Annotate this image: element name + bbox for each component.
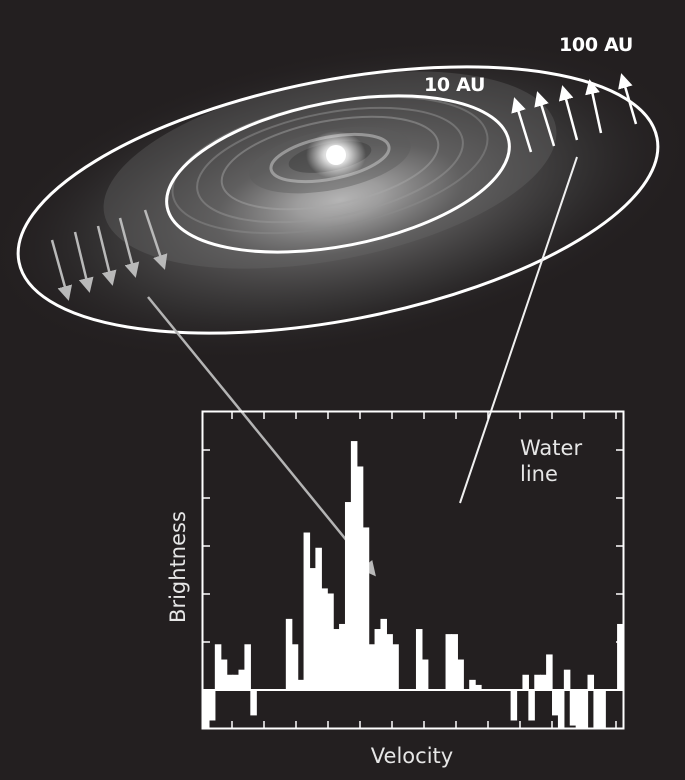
spectrum-bar <box>587 674 595 690</box>
connector-near-side <box>147 296 376 577</box>
spectrum-bar <box>350 441 358 690</box>
spectrum-bar <box>510 690 518 721</box>
motion-arrow <box>558 85 579 141</box>
spectrum-bar <box>469 679 476 690</box>
spectrum-bar <box>362 527 370 690</box>
arrows-receding-up <box>511 73 638 153</box>
spectrum-bar <box>563 669 571 690</box>
spectrum-bar <box>475 684 482 690</box>
spectrum-bar <box>415 629 423 690</box>
spectrum-bar <box>368 644 376 690</box>
water-line-label-line2: line <box>520 462 558 486</box>
spectrum-bar <box>528 690 535 721</box>
motion-arrow <box>50 239 73 301</box>
x-axis-label: Velocity <box>370 744 454 768</box>
star <box>326 145 346 165</box>
plot-frame <box>201 410 625 730</box>
spectrum-bar <box>522 674 529 690</box>
spectrum-bar <box>593 690 600 728</box>
spectrum-bar <box>557 690 565 728</box>
orbit-10-au <box>165 94 511 254</box>
spectrum-bar <box>208 690 216 721</box>
spectrum-bar <box>546 654 553 690</box>
spectrum-bar <box>232 674 240 690</box>
label-10-au: 10 AU <box>424 74 486 96</box>
water-line-label-line1: Water <box>520 436 583 460</box>
connector-far-side <box>459 156 578 504</box>
motion-arrow <box>143 209 168 270</box>
label-100-au: 100 AU <box>559 34 634 56</box>
spectrum-bar <box>297 679 305 690</box>
spectrum-bar <box>333 629 340 690</box>
spectrum-bar <box>321 588 328 690</box>
y-axis-label: Brightness <box>166 511 190 623</box>
spectrum-bar <box>220 659 228 690</box>
spectrum-plot <box>201 410 625 730</box>
spectrum-bar <box>309 568 316 690</box>
spectrum-bar <box>575 690 583 728</box>
spectrum-bar <box>339 623 346 690</box>
spectrum-bar <box>552 690 559 716</box>
arrows-approaching-down <box>50 209 168 301</box>
protoplanetary-disk <box>0 37 685 363</box>
spectrum-bar <box>374 629 382 690</box>
motion-arrow <box>511 97 533 153</box>
spectrum-bar <box>445 634 453 690</box>
spectrum-bar <box>534 674 541 690</box>
spectrum-bar <box>285 618 293 690</box>
spectrum-bar <box>380 618 387 690</box>
spectrum-bar <box>569 690 577 726</box>
spectrum-bar <box>303 532 311 690</box>
orbit-100-au <box>16 65 660 335</box>
spectrum-bar <box>451 634 458 690</box>
spectrum-bar <box>392 644 399 690</box>
spectrum-bar <box>250 690 257 716</box>
spectrum-bar <box>238 669 246 690</box>
spectrum-bar <box>457 659 464 690</box>
spectrum-bar <box>421 659 429 690</box>
spectrum-bar <box>214 644 222 690</box>
spectrum-bar <box>291 644 299 690</box>
spectrum-bar <box>356 466 364 690</box>
water-line-label: Water line <box>520 435 582 487</box>
motion-arrow <box>73 231 94 293</box>
spectrum-bar <box>344 502 352 690</box>
motion-arrow <box>618 73 638 125</box>
spectrum-bar <box>203 690 210 728</box>
motion-arrow <box>118 217 140 278</box>
spectrum-bar <box>315 547 322 690</box>
spectrum-bar <box>617 623 624 690</box>
spectrum-bar <box>540 674 547 690</box>
motion-arrow <box>96 225 117 286</box>
spectrum-bar <box>226 674 234 690</box>
spectrum-bar <box>386 634 393 690</box>
spectrum-bar <box>327 593 334 690</box>
spectrum-bars <box>203 441 624 728</box>
spectrum-bar <box>599 690 606 728</box>
motion-arrow <box>534 91 556 147</box>
motion-arrow <box>585 79 603 134</box>
spectrum-bar <box>581 690 589 728</box>
spectrum-bar <box>244 644 251 690</box>
